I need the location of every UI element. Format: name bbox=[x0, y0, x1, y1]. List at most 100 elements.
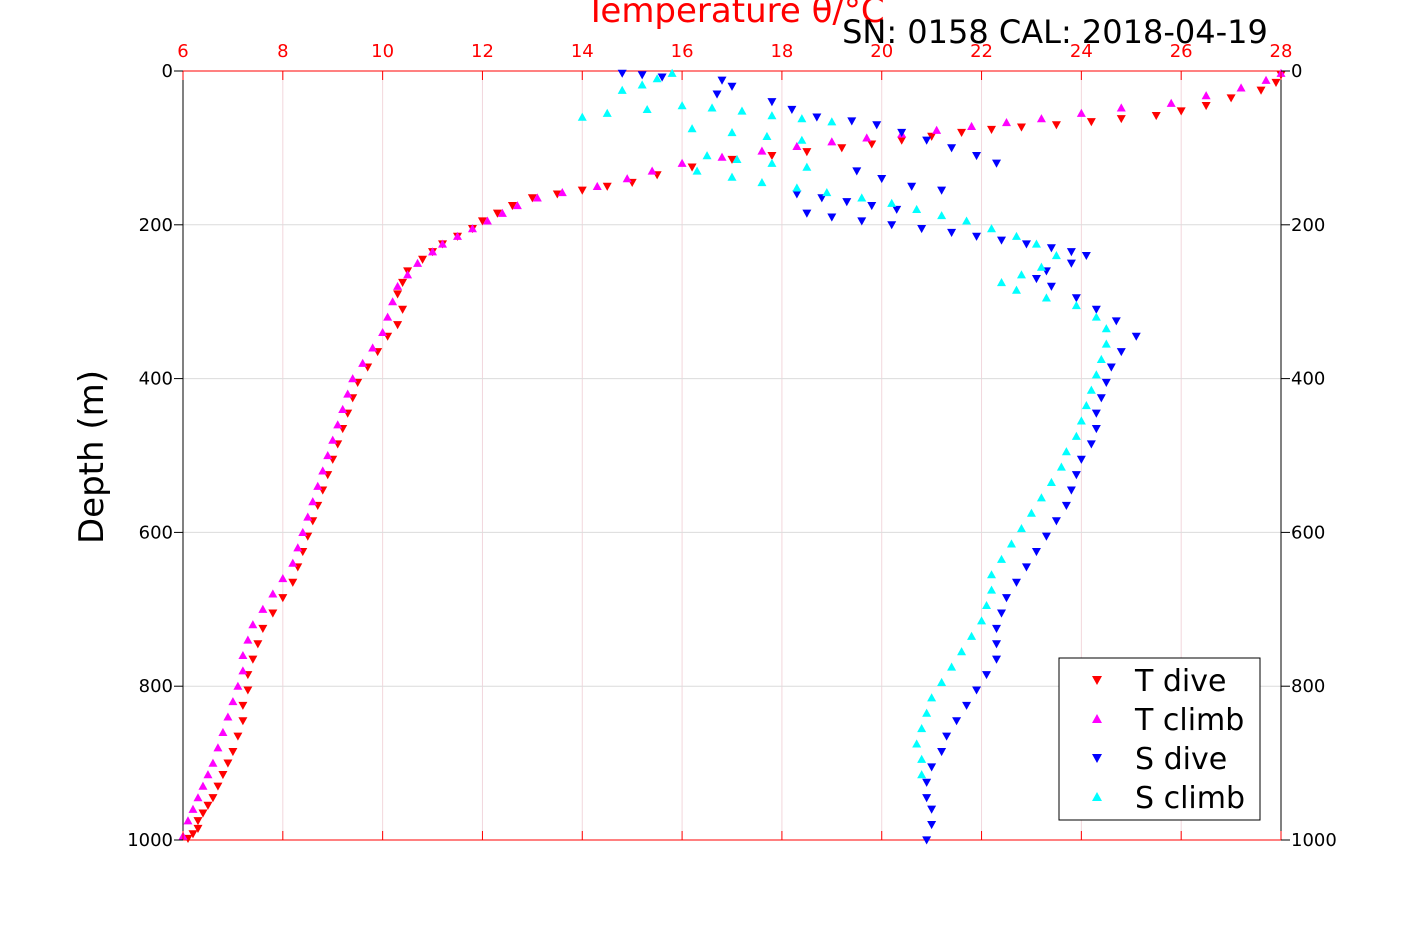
data-point bbox=[842, 198, 852, 207]
data-point bbox=[333, 420, 343, 429]
data-point bbox=[1271, 78, 1281, 88]
data-point bbox=[393, 281, 403, 290]
data-point bbox=[792, 183, 802, 192]
y-tick-label-right: 600 bbox=[1291, 522, 1325, 543]
legend-label: S climb bbox=[1135, 781, 1245, 816]
data-point bbox=[308, 497, 318, 506]
data-point bbox=[1106, 363, 1116, 372]
data-point bbox=[617, 85, 627, 94]
data-point bbox=[188, 830, 198, 839]
data-point bbox=[982, 600, 992, 610]
data-point bbox=[857, 217, 867, 226]
legend-marker bbox=[1092, 676, 1102, 685]
data-point bbox=[917, 225, 927, 234]
data-point bbox=[1011, 231, 1021, 240]
data-point bbox=[987, 125, 997, 134]
data-point bbox=[952, 717, 962, 726]
data-point bbox=[368, 343, 378, 352]
data-point bbox=[413, 258, 423, 267]
data-point bbox=[1091, 312, 1101, 321]
data-point bbox=[677, 158, 687, 167]
data-point bbox=[393, 321, 403, 330]
data-point bbox=[687, 163, 697, 172]
data-point bbox=[278, 574, 288, 583]
data-point bbox=[972, 232, 982, 241]
data-point bbox=[727, 128, 737, 137]
data-point bbox=[937, 211, 947, 220]
series-s-dive bbox=[617, 69, 1141, 845]
data-point bbox=[1151, 112, 1161, 121]
legend-label: S dive bbox=[1135, 742, 1227, 777]
data-point bbox=[817, 194, 827, 203]
y-tick-label-right: 400 bbox=[1291, 369, 1325, 390]
data-point bbox=[1176, 107, 1186, 116]
data-point bbox=[1076, 416, 1086, 425]
data-point bbox=[642, 104, 652, 114]
data-point bbox=[702, 151, 712, 160]
data-point bbox=[1071, 431, 1081, 440]
data-point bbox=[757, 178, 767, 187]
data-point bbox=[707, 103, 717, 112]
data-points bbox=[178, 68, 1286, 845]
data-point bbox=[198, 781, 208, 790]
data-point bbox=[647, 166, 657, 175]
data-point bbox=[1006, 539, 1016, 548]
data-point bbox=[208, 794, 218, 803]
data-point bbox=[512, 201, 522, 210]
data-point bbox=[1016, 524, 1026, 533]
data-point bbox=[997, 554, 1007, 563]
data-point bbox=[268, 609, 278, 618]
data-point bbox=[912, 739, 922, 748]
data-point bbox=[602, 182, 612, 191]
data-point bbox=[313, 481, 323, 490]
data-point bbox=[198, 809, 208, 818]
data-point bbox=[1236, 83, 1246, 92]
data-point bbox=[617, 69, 627, 78]
data-point bbox=[992, 159, 1002, 168]
data-point bbox=[298, 527, 308, 536]
data-point bbox=[388, 297, 398, 306]
data-point bbox=[318, 466, 328, 475]
chart-title: SN: 0158 CAL: 2018-04-19 bbox=[842, 13, 1268, 51]
data-point bbox=[1021, 240, 1031, 249]
data-point bbox=[792, 141, 802, 150]
data-point bbox=[797, 114, 807, 123]
data-point bbox=[1046, 282, 1056, 291]
data-point bbox=[887, 198, 897, 207]
data-point bbox=[577, 112, 587, 121]
data-point bbox=[1056, 462, 1066, 471]
data-point bbox=[1066, 248, 1076, 257]
data-point bbox=[922, 708, 932, 717]
data-point bbox=[692, 166, 702, 175]
data-point bbox=[552, 190, 562, 199]
data-point bbox=[1002, 118, 1011, 127]
data-point bbox=[398, 305, 408, 314]
data-point bbox=[223, 759, 233, 768]
data-point bbox=[922, 778, 932, 787]
data-point bbox=[193, 793, 203, 802]
data-point bbox=[288, 558, 298, 567]
data-point bbox=[967, 631, 977, 640]
x-tick-label: 18 bbox=[770, 41, 793, 62]
data-point bbox=[992, 624, 1002, 634]
data-point bbox=[1101, 378, 1111, 387]
data-point bbox=[1076, 455, 1086, 464]
data-point bbox=[218, 727, 228, 736]
data-point bbox=[917, 754, 927, 763]
data-point bbox=[477, 217, 487, 226]
data-point bbox=[997, 609, 1007, 618]
data-point bbox=[637, 80, 647, 89]
data-point bbox=[602, 108, 612, 117]
data-point bbox=[1166, 98, 1176, 107]
data-point bbox=[1051, 251, 1061, 260]
data-point bbox=[1091, 370, 1101, 379]
data-point bbox=[193, 824, 203, 833]
data-point bbox=[792, 190, 802, 199]
data-point bbox=[1261, 75, 1271, 84]
data-point bbox=[802, 148, 812, 157]
legend-marker bbox=[1092, 754, 1102, 763]
data-point bbox=[467, 224, 477, 233]
data-point bbox=[1096, 394, 1106, 403]
data-point bbox=[862, 133, 872, 142]
